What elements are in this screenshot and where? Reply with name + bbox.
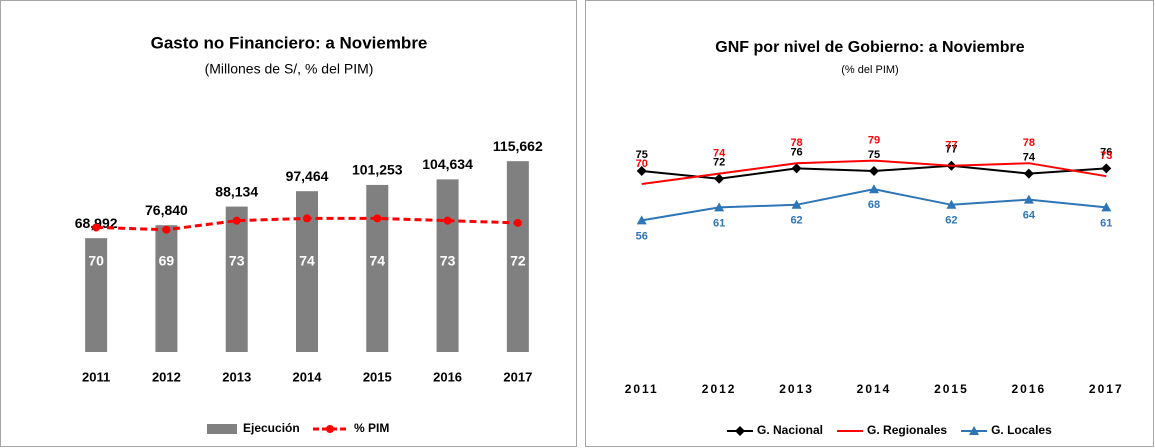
point bbox=[636, 166, 647, 176]
point bbox=[636, 215, 647, 225]
data-label: 69 bbox=[159, 253, 175, 269]
x-tick-label: 2012 bbox=[702, 382, 737, 396]
data-label: 97,464 bbox=[286, 168, 329, 184]
data-label: 74 bbox=[369, 253, 385, 269]
bar bbox=[436, 179, 459, 352]
legend-swatch bbox=[207, 424, 237, 434]
x-tick-label: 2017 bbox=[503, 369, 532, 384]
data-label: 61 bbox=[1100, 217, 1112, 229]
data-label: 74 bbox=[299, 253, 315, 269]
legend-swatch bbox=[326, 425, 334, 433]
chart-subtitle: (% del PIM) bbox=[841, 64, 898, 76]
point bbox=[1101, 202, 1112, 212]
bar bbox=[296, 191, 318, 352]
data-label: 72 bbox=[713, 157, 725, 169]
bar bbox=[225, 206, 248, 352]
bar bbox=[155, 225, 178, 352]
point bbox=[869, 166, 879, 176]
data-label: 76 bbox=[1100, 146, 1112, 158]
bar bbox=[506, 161, 529, 352]
x-tick-label: 2011 bbox=[625, 382, 659, 396]
x-tick-label: 2013 bbox=[779, 382, 814, 396]
bar bbox=[366, 184, 389, 352]
data-label: 62 bbox=[945, 215, 957, 227]
legend-label: Ejecución bbox=[243, 421, 300, 435]
x-tick-label: 2014 bbox=[293, 369, 323, 384]
x-tick-label: 2017 bbox=[1089, 382, 1124, 396]
legend-label: G. Regionales bbox=[867, 423, 947, 437]
data-label: 74 bbox=[713, 148, 726, 160]
data-label: 104,634 bbox=[422, 156, 473, 172]
data-label: 88,134 bbox=[215, 183, 258, 199]
bar bbox=[85, 238, 108, 352]
data-label: 73 bbox=[440, 253, 456, 269]
point bbox=[92, 223, 101, 232]
point bbox=[162, 225, 171, 234]
x-tick-label: 2015 bbox=[363, 369, 392, 384]
data-label: 74 bbox=[1023, 152, 1036, 164]
data-label: 56 bbox=[636, 230, 648, 242]
point bbox=[714, 202, 725, 212]
panel-border bbox=[585, 0, 1154, 447]
data-label: 72 bbox=[510, 253, 526, 269]
x-tick-label: 2012 bbox=[152, 369, 181, 384]
point bbox=[373, 214, 382, 223]
data-label: 64 bbox=[1023, 210, 1036, 222]
x-tick-label: 2013 bbox=[222, 369, 251, 384]
chart-title: Gasto no Financiero: a Noviembre bbox=[151, 33, 428, 52]
line bbox=[641, 159, 1107, 185]
legend-label: G. Nacional bbox=[757, 423, 823, 437]
x-tick-label: 2016 bbox=[433, 369, 462, 384]
point bbox=[791, 163, 802, 174]
chart-title: GNF por nivel de Gobierno: a Noviembre bbox=[715, 39, 1024, 56]
point bbox=[869, 184, 879, 194]
x-tick-label: 2015 bbox=[934, 382, 969, 396]
chart-subtitle: (Millones de S/, % del PIM) bbox=[205, 61, 374, 77]
data-label: 77 bbox=[945, 140, 957, 152]
data-label: 68 bbox=[868, 199, 880, 211]
data-label: 70 bbox=[636, 158, 648, 170]
data-label: 73 bbox=[1100, 150, 1112, 162]
point bbox=[791, 199, 802, 209]
point bbox=[714, 173, 725, 184]
point bbox=[232, 216, 241, 225]
data-label: 75 bbox=[868, 149, 880, 161]
data-label: 79 bbox=[868, 135, 880, 147]
legend-swatch bbox=[735, 426, 745, 436]
data-label: 75 bbox=[636, 149, 648, 161]
data-label: 61 bbox=[713, 217, 725, 229]
x-tick-label: 2014 bbox=[857, 382, 892, 396]
data-label: 101,253 bbox=[352, 162, 403, 178]
legend-label: % PIM bbox=[354, 421, 389, 435]
point bbox=[946, 199, 957, 209]
point bbox=[513, 218, 522, 227]
data-label: 76 bbox=[790, 146, 802, 158]
data-label: 76,840 bbox=[145, 202, 188, 218]
legend-swatch bbox=[969, 426, 980, 435]
x-tick-label: 2016 bbox=[1012, 382, 1047, 396]
legend-label: G. Locales bbox=[991, 423, 1052, 437]
point bbox=[1101, 163, 1112, 174]
data-label: 73 bbox=[229, 253, 245, 269]
data-label: 115,662 bbox=[493, 138, 543, 154]
data-label: 62 bbox=[790, 215, 802, 227]
point bbox=[1023, 168, 1034, 179]
point bbox=[443, 216, 452, 225]
point bbox=[303, 214, 311, 223]
x-tick-label: 2011 bbox=[82, 369, 110, 384]
data-label: 68,992 bbox=[75, 215, 118, 231]
data-label: 78 bbox=[790, 137, 802, 149]
point bbox=[1023, 194, 1034, 204]
data-label: 70 bbox=[88, 253, 104, 269]
data-label: 78 bbox=[1023, 137, 1035, 149]
data-label: 77 bbox=[945, 144, 957, 156]
